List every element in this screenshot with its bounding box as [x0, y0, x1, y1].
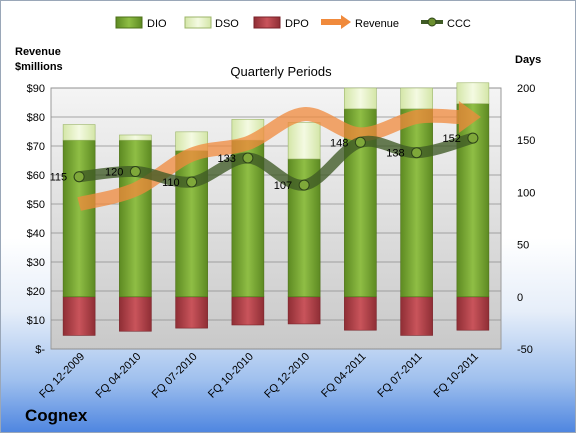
ccc-series: 115 120 110 133 107 148 138 152: [50, 132, 479, 192]
left-tick-label: $40: [27, 228, 45, 240]
ccc-data-label: 148: [330, 137, 348, 149]
left-axis-title-line2: $millions: [15, 61, 63, 73]
x-tick-label: FQ 07-2011: [375, 351, 424, 400]
right-axis-title: Days: [515, 54, 541, 66]
right-tick-label: 100: [517, 187, 535, 199]
ccc-line: [73, 132, 479, 191]
ccc-data-label: 133: [218, 153, 236, 165]
ccc-data-label: 138: [386, 148, 404, 160]
bar-dso: [119, 134, 152, 141]
ccc-point: [73, 171, 85, 183]
bar-dpo: [62, 296, 96, 336]
revenue-line: [77, 107, 460, 211]
legend-swatch-dpo: [253, 16, 281, 29]
left-axis: $- $10 $20 $30 $40 $50 $60 $70 $80 $90: [27, 83, 46, 356]
legend-item-revenue: Revenue: [321, 15, 399, 30]
bars: [62, 82, 490, 336]
bar-dpo: [456, 296, 490, 331]
left-tick-label: $70: [27, 141, 45, 153]
bar-dpo: [287, 296, 321, 325]
ccc-point: [354, 136, 366, 148]
bar-dpo: [175, 296, 208, 329]
bar-dio: [400, 108, 433, 298]
x-tick-label: FQ 10-2010: [206, 351, 256, 401]
legend-label-revenue: Revenue: [355, 18, 399, 30]
legend-item-dpo: DPO: [253, 16, 309, 30]
bar-dio: [62, 139, 96, 298]
ccc-point: [467, 132, 479, 144]
ccc-data-label: 107: [274, 180, 292, 192]
legend-label-dio: DIO: [147, 18, 167, 30]
left-tick-label: $90: [27, 83, 45, 95]
bar-dso: [344, 87, 377, 110]
ccc-data-label: 110: [162, 177, 180, 189]
revenue-arrowhead: [458, 101, 481, 133]
x-tick-label: FQ 07-2010: [150, 351, 200, 401]
ccc-point: [186, 176, 198, 188]
legend-label-dso: DSO: [215, 18, 239, 30]
left-tick-label: $60: [27, 170, 45, 182]
left-tick-label: $10: [27, 315, 45, 327]
legend-item-dio: DIO: [115, 16, 167, 30]
left-tick-label: $80: [27, 112, 45, 124]
x-tick-label: FQ 04-2011: [319, 351, 368, 400]
bar-dpo: [344, 296, 377, 331]
bar-dso: [456, 82, 490, 104]
left-tick-label: $-: [35, 344, 45, 356]
right-tick-label: 200: [517, 83, 535, 95]
bar-dso: [400, 87, 433, 110]
legend-item-ccc: CCC: [421, 17, 471, 30]
ccc-data-label: 115: [50, 172, 68, 184]
chart-title: Quarterly Periods: [230, 64, 332, 79]
company-name: Cognex: [25, 406, 88, 425]
legend-marker-ccc: [427, 17, 437, 27]
bar-dpo: [119, 296, 152, 332]
right-tick-label: -50: [517, 344, 533, 356]
x-axis: FQ 12-2009 FQ 04-2010 FQ 07-2010 FQ 10-2010…: [37, 351, 481, 401]
bar-dpo: [231, 296, 265, 326]
bar-dso: [62, 124, 96, 141]
right-tick-label: 0: [517, 292, 523, 304]
bar-dpo: [400, 296, 433, 336]
left-tick-label: $20: [27, 286, 45, 298]
revenue-series: [77, 101, 481, 211]
legend-arrow-revenue: [321, 15, 351, 29]
legend-label-dpo: DPO: [285, 18, 309, 30]
legend: DIO DSO DPO Revenue CCC: [115, 15, 471, 30]
x-tick-label: FQ 10-2011: [432, 351, 481, 400]
x-tick-label: FQ 12-2010: [262, 351, 312, 401]
legend-item-dso: DSO: [184, 16, 239, 30]
ccc-point: [298, 179, 310, 191]
x-tick-label: FQ 04-2010: [94, 351, 144, 401]
ccc-data-label: 152: [443, 133, 461, 145]
ccc-point: [411, 147, 423, 159]
bar-dio: [119, 139, 152, 298]
legend-swatch-dso: [184, 16, 212, 29]
left-tick-label: $50: [27, 199, 45, 211]
x-tick-label: FQ 12-2009: [37, 351, 87, 401]
ccc-data-label: 120: [105, 167, 123, 179]
left-axis-title-line1: Revenue: [15, 46, 61, 58]
ccc-point: [242, 152, 254, 164]
right-tick-label: 50: [517, 240, 529, 252]
bar-dso: [287, 122, 321, 160]
legend-swatch-dio: [115, 16, 143, 29]
right-tick-label: 150: [517, 135, 535, 147]
ccc-point: [129, 166, 141, 178]
right-axis: -50 0 50 100 150 200: [517, 83, 535, 356]
legend-label-ccc: CCC: [447, 18, 471, 30]
left-tick-label: $30: [27, 257, 45, 269]
